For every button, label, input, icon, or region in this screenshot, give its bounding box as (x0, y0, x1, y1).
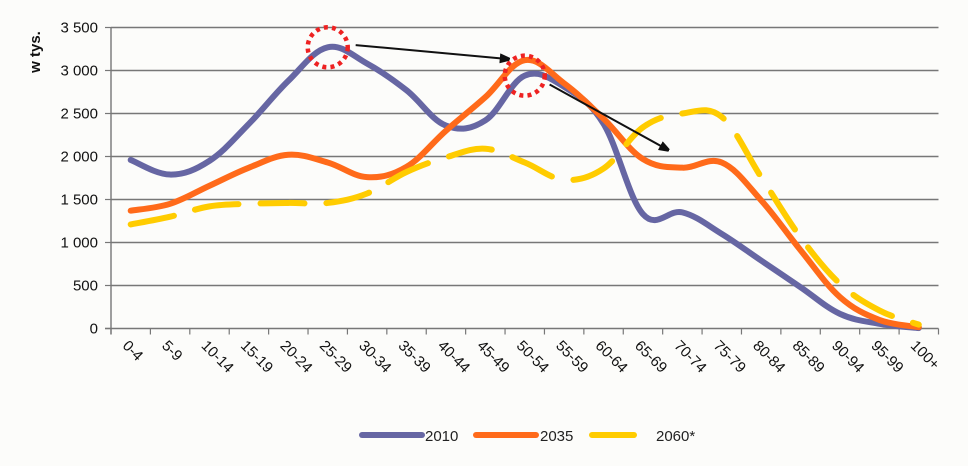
x-tick-label: 20-24 (276, 337, 315, 376)
x-tick-label: 25-29 (316, 337, 355, 376)
annotations (305, 25, 669, 150)
x-tick-label: 15-19 (237, 337, 276, 376)
x-tick-label: 100+ (907, 337, 943, 373)
series-line-2035 (127, 57, 922, 331)
x-tick-label: 5-9 (158, 337, 185, 364)
x-tick-label: 85-89 (789, 337, 828, 376)
x-tick-label: 75-79 (710, 337, 749, 376)
x-tick-label: 35-39 (395, 337, 434, 376)
annotation-arrow (549, 83, 669, 150)
series-line-2060 (127, 107, 922, 328)
y-tick-label: 3 500 (60, 20, 98, 37)
x-tick-label: 80-84 (749, 337, 788, 376)
x-tick-label: 50-54 (513, 337, 552, 376)
y-axis-title: w tys. (27, 31, 44, 74)
y-tick-label: 1 000 (60, 235, 98, 252)
y-tick-label: 2 500 (60, 106, 98, 123)
y-tick-label: 0 (90, 321, 98, 338)
y-tick-label: 500 (73, 278, 98, 295)
y-tick-label: 2 000 (60, 149, 98, 166)
x-tick-label: 95-99 (868, 337, 907, 376)
x-axis: 0-4 5-9 10-14 15-19 20-24 25-29 30-34 35-39 40-4… (105, 327, 943, 376)
x-tick-label: 60-64 (592, 337, 631, 376)
highlight-circle (502, 53, 547, 98)
x-tick-label: 65-69 (631, 337, 670, 376)
x-tick-label: 40-44 (434, 337, 473, 376)
series-lines (127, 43, 922, 332)
x-tick-label: 10-14 (198, 337, 237, 376)
y-tick-label: 1 500 (60, 192, 98, 209)
y-tick-label: 3 000 (60, 63, 98, 80)
x-tick-label: 45-49 (474, 337, 513, 376)
y-axis: 0 500 1 000 1 500 2 000 2 500 3 000 3 500 (60, 20, 112, 338)
legend-label: 2035 (540, 428, 573, 445)
legend-label: 2060* (656, 428, 695, 445)
x-tick-label: 70-74 (671, 337, 710, 376)
legend-label: 2010 (425, 428, 458, 445)
highlight-circle (305, 25, 350, 70)
x-tick-label: 90-94 (828, 337, 867, 376)
annotation-arrow (355, 44, 509, 59)
x-tick-label: 30-34 (355, 337, 394, 376)
x-tick-label: 55-59 (552, 337, 591, 376)
gridlines (111, 26, 939, 287)
series-line-2010 (127, 43, 922, 332)
legend: 2010 2035 2060* (359, 428, 695, 445)
x-tick-label: 0-4 (119, 337, 146, 364)
